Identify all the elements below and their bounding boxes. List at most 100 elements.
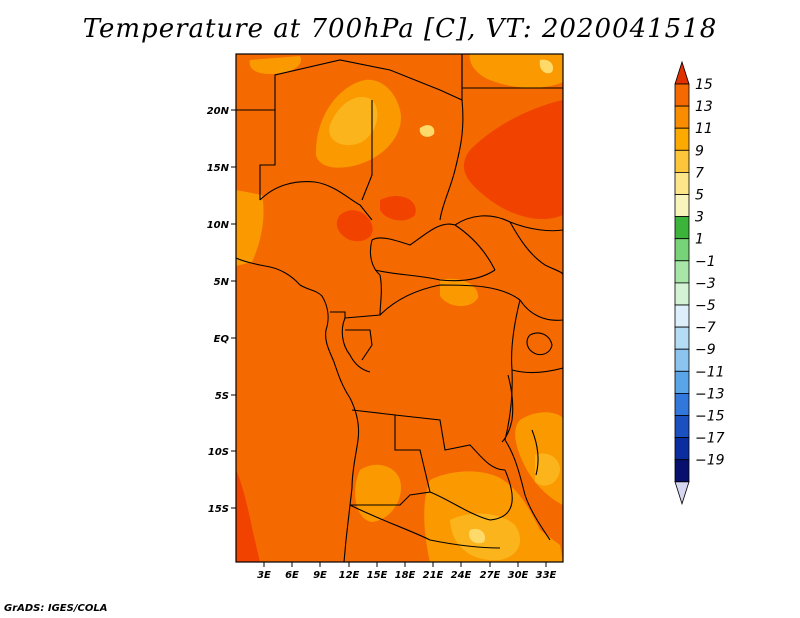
colorbar-swatch: [674, 194, 690, 218]
colorbar-label: 11: [695, 121, 713, 137]
region-9c-sahel-strip: [249, 56, 301, 74]
border-congo: [341, 317, 371, 373]
lat-label: 5S: [215, 391, 229, 402]
latitude-axis: 20N 15N 10N 5N EQ 5S 10S 15S: [207, 106, 236, 515]
border-sahara: [236, 54, 463, 111]
lat-label: 20N: [207, 106, 230, 117]
colorbar-label: 5: [695, 188, 704, 204]
colorbar-label: 3: [695, 210, 704, 226]
lon-label: 30E: [508, 570, 529, 581]
lon-label: 15E: [367, 570, 388, 581]
colorbar-swatch: [674, 260, 690, 284]
colorbar-swatch: [674, 105, 690, 129]
colorbar-swatch: [674, 127, 690, 151]
credit-label: GrADS: IGES/COLA: [4, 603, 108, 614]
longitude-axis: 3E 6E 9E 12E 15E 18E 21E 24E 27E 30E 33E: [257, 562, 557, 581]
colorbar-label: 13: [695, 99, 713, 115]
border-angola: [350, 409, 431, 506]
colorbar-swatch: [674, 171, 690, 195]
border-libya-egypt: [461, 54, 563, 89]
border-nigeria: [259, 181, 373, 221]
colorbar-bottom-triangle: [674, 481, 690, 506]
region-9c-west-coast: [236, 190, 264, 266]
border-tanzania: [511, 367, 563, 374]
colorbar-label: −3: [695, 276, 716, 292]
colorbar-label: 15: [695, 77, 713, 93]
lake-malawi: [531, 429, 539, 476]
colorbar-swatch: [674, 238, 690, 262]
lake-victoria: [526, 332, 553, 356]
colorbar-top-triangle: [674, 60, 690, 85]
colorbar-label: −5: [695, 298, 716, 314]
colorbar-label: 9: [695, 143, 704, 159]
lon-label: 33E: [536, 570, 557, 581]
border-ethiopia: [509, 221, 563, 276]
colorbar-swatch: [674, 326, 690, 350]
colorbar-label: −15: [695, 409, 725, 425]
colorbar-label: −13: [695, 386, 725, 402]
colorbar-label: −7: [695, 320, 716, 336]
region-7c-east-coast: [535, 453, 560, 486]
colorbar-swatch: [674, 392, 690, 416]
chart-title: Temperature at 700hPa [C], VT: 202004151…: [82, 14, 718, 44]
border-gabon: [345, 329, 373, 361]
region-9c-northeast: [469, 54, 563, 88]
colorbar-swatch: [674, 149, 690, 173]
colorbar-label: −1: [695, 254, 716, 270]
border-drc-south: [394, 414, 506, 471]
colorbar-label: −11: [695, 364, 725, 380]
lat-label: 10N: [207, 220, 230, 231]
region-5c-spot-north: [419, 125, 435, 137]
colorbar-label: −19: [695, 453, 725, 469]
border-zambia: [429, 469, 513, 521]
border-chad-sudan: [439, 99, 464, 221]
lon-label: 6E: [285, 570, 299, 581]
colorbar-swatch: [674, 348, 690, 372]
border-drc-north: [379, 284, 521, 316]
lake-tanganyika: [501, 374, 514, 443]
colorbar-swatch: [674, 282, 690, 306]
lat-label: EQ: [214, 334, 230, 345]
border-east-africa: [519, 299, 563, 321]
border-eq-guinea: [330, 311, 346, 318]
colorbar-swatch: [674, 216, 690, 240]
lat-label: 10S: [208, 447, 229, 458]
lon-label: 21E: [423, 570, 444, 581]
map-frame: [235, 53, 564, 563]
colorbar-label: 1: [695, 232, 704, 248]
region-13c-east: [463, 100, 563, 220]
region-5c-spot-northeast: [539, 59, 554, 74]
border-car: [371, 223, 496, 271]
border-chad-niger: [361, 100, 373, 201]
region-5c-spot-south: [469, 528, 486, 544]
border-southern: [349, 504, 501, 549]
country-borders: [236, 54, 563, 562]
coastline-west: [236, 257, 360, 562]
temperature-field: [236, 54, 563, 562]
region-9c-angola: [355, 464, 401, 522]
border-car-south: [374, 269, 496, 282]
colorbar-swatch: [674, 437, 690, 461]
region-13c-sahel: [380, 195, 416, 221]
colorbar-swatch: [674, 459, 690, 483]
region-7c-north: [329, 97, 378, 146]
colorbar-swatch: [674, 370, 690, 394]
lon-label: 3E: [257, 570, 271, 581]
lon-label: 18E: [395, 570, 416, 581]
colorbar-swatch: [674, 415, 690, 439]
colorbar-label: −17: [695, 431, 725, 447]
border-cameroon: [344, 239, 382, 319]
border-mozambique: [504, 439, 551, 541]
colorbar-swatch: [674, 304, 690, 328]
colorbar-label: 7: [695, 165, 704, 181]
lon-label: 24E: [451, 570, 472, 581]
region-13c-west: [236, 470, 260, 562]
lon-label: 12E: [339, 570, 360, 581]
colorbar-swatch: [674, 83, 690, 107]
lat-label: 15N: [207, 163, 230, 174]
border-mali-niger: [259, 110, 276, 200]
colorbar: 15 13 11 9 7 5 3 1 −1 −3 −5 −7 −9 −11 −13 −15 −17 −19: [674, 60, 725, 506]
lon-label: 9E: [313, 570, 327, 581]
lat-label: 5N: [214, 277, 230, 288]
